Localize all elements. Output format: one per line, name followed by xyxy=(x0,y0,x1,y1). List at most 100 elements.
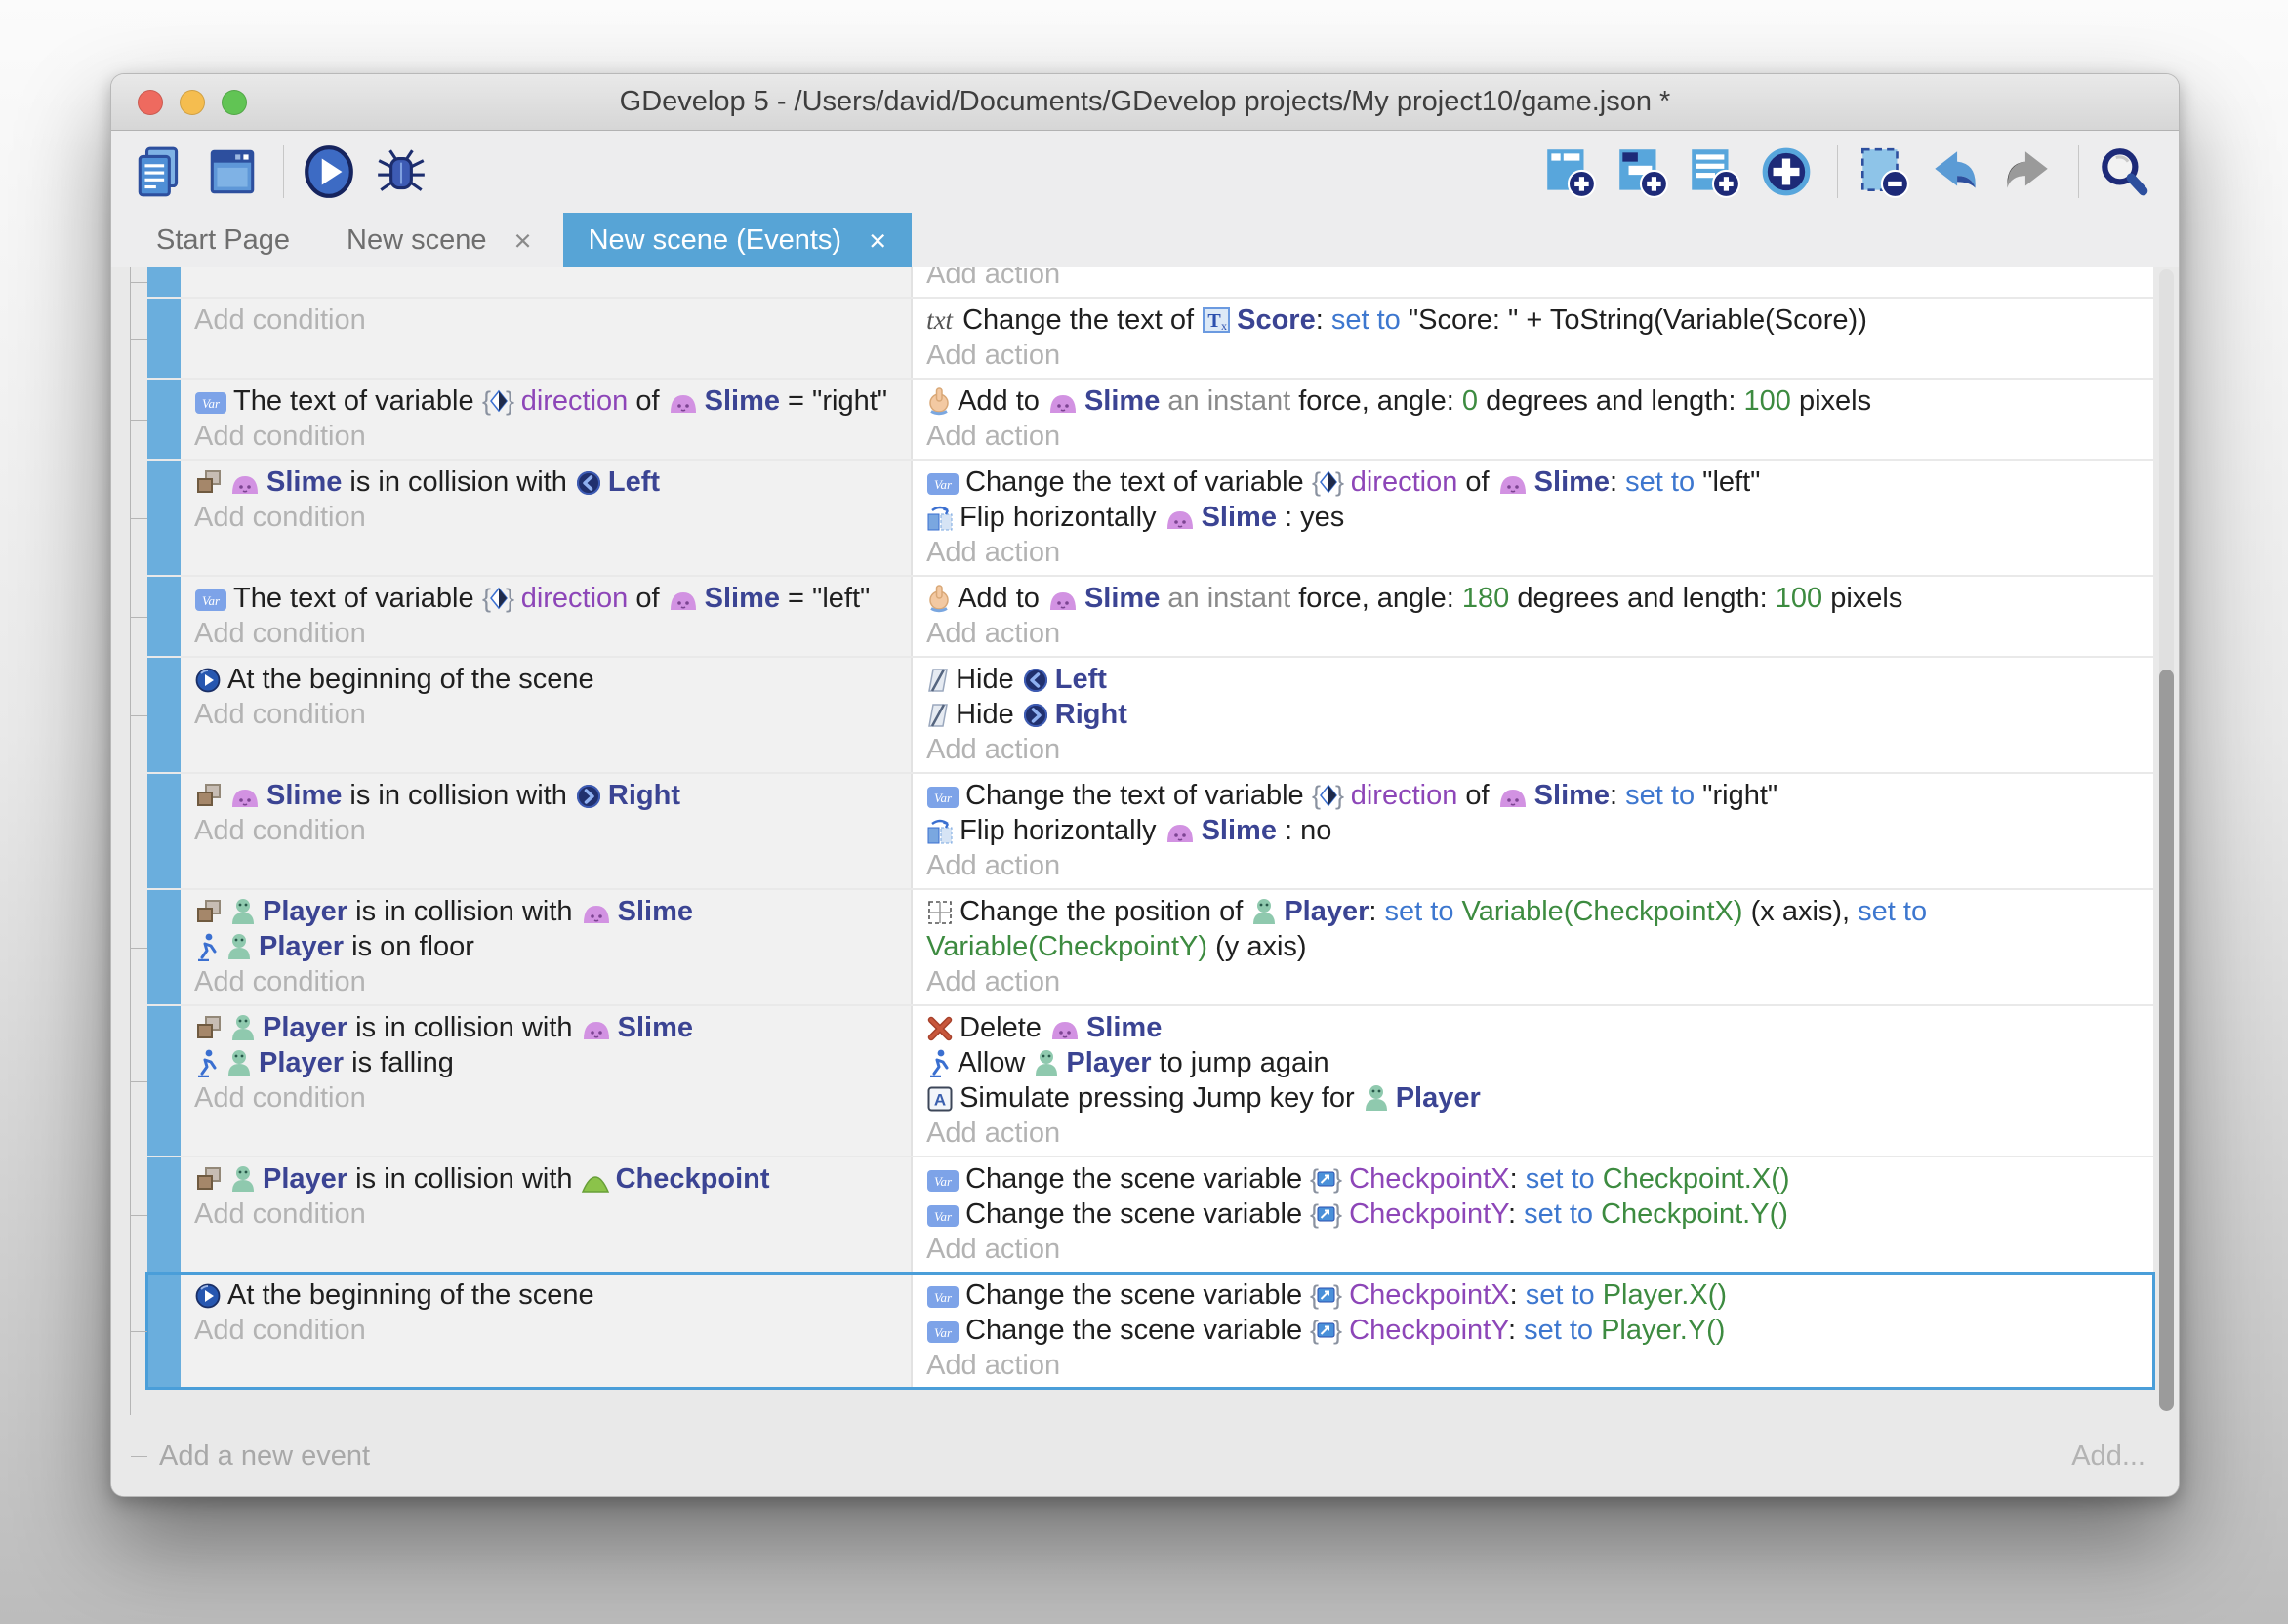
actions-cell[interactable]: Add to Slime an instant force, angle: 18… xyxy=(913,577,2153,656)
search-button[interactable] xyxy=(2096,141,2158,203)
tab-start-page[interactable]: Start Page xyxy=(131,213,315,267)
preview-button[interactable] xyxy=(301,141,363,203)
action-line[interactable]: Add to Slime an instant force, angle: 0 … xyxy=(926,384,2140,419)
add-subevent-button[interactable] xyxy=(1614,141,1676,203)
condition-line[interactable]: At the beginning of the scene xyxy=(194,1278,897,1313)
action-line[interactable]: Var Change the scene variable {} Checkpoin… xyxy=(926,1161,2140,1197)
project-manager-button[interactable] xyxy=(132,141,194,203)
actions-cell[interactable]: Delete Slime Allow Player to jump again A S… xyxy=(913,1006,2153,1156)
add-action-button[interactable]: Add action xyxy=(926,1234,1061,1265)
condition-line[interactable]: Var The text of variable {} direction of S… xyxy=(194,384,897,419)
undo-button[interactable] xyxy=(1927,141,1989,203)
action-line[interactable]: Hide Right xyxy=(926,697,2140,732)
action-line[interactable]: Hide Left xyxy=(926,662,2140,697)
close-icon[interactable]: × xyxy=(513,223,532,258)
event-drag-handle[interactable] xyxy=(147,1006,181,1156)
action-line[interactable]: Var Change the text of variable {} directi… xyxy=(926,778,2140,813)
add-action-button[interactable]: Add action xyxy=(926,966,1061,997)
action-line[interactable]: Change the position of Player: set to Va… xyxy=(926,894,2140,964)
add-action-button[interactable]: Add action xyxy=(926,1350,1061,1381)
scrollbar-track[interactable] xyxy=(2159,269,2174,1411)
add-condition-button[interactable]: Add condition xyxy=(194,1198,366,1230)
action-line[interactable]: Var Change the text of variable {} directi… xyxy=(926,465,2140,500)
add-action-button[interactable]: Add action xyxy=(926,421,1061,452)
delete-event-button[interactable] xyxy=(1855,141,1917,203)
redo-button[interactable] xyxy=(1999,141,2062,203)
actions-cell[interactable]: Var Change the scene variable {} Checkpoin… xyxy=(913,1274,2153,1388)
condition-line[interactable]: Player is in collision with Slime xyxy=(194,1010,897,1045)
add-new-event-button[interactable]: Add a new event xyxy=(131,1441,370,1473)
minimize-button[interactable] xyxy=(180,89,205,115)
scrollbar-thumb[interactable] xyxy=(2159,669,2174,1411)
actions-cell[interactable]: Var Change the scene variable {} Checkpoin… xyxy=(913,1157,2153,1272)
action-line[interactable]: Var Change the scene variable {} Checkpoin… xyxy=(926,1278,2140,1313)
event-drag-handle[interactable] xyxy=(147,658,181,772)
conditions-cell[interactable]: Player is in collision with Slime Player … xyxy=(181,890,914,1004)
condition-line[interactable]: Player is in collision with Checkpoint xyxy=(194,1161,897,1197)
add-condition-button[interactable]: Add condition xyxy=(194,699,366,730)
scene-editor-button[interactable] xyxy=(204,141,266,203)
add-action-button[interactable]: Add action xyxy=(926,734,1061,765)
close-button[interactable] xyxy=(138,89,163,115)
event-drag-handle[interactable] xyxy=(147,267,181,297)
action-line[interactable]: Add to Slime an instant force, angle: 18… xyxy=(926,581,2140,616)
condition-line[interactable]: Slime is in collision with Left xyxy=(194,465,897,500)
add-condition-button[interactable]: Add condition xyxy=(194,502,366,533)
add-button[interactable]: Add... xyxy=(2071,1440,2145,1472)
actions-cell[interactable]: Change the position of Player: set to Va… xyxy=(913,890,2153,1004)
debug-button[interactable] xyxy=(373,141,435,203)
tab-new-scene-events[interactable]: New scene (Events) × xyxy=(562,213,913,267)
add-condition-button[interactable]: Add condition xyxy=(194,815,366,846)
event-drag-handle[interactable] xyxy=(147,890,181,1004)
add-action-button[interactable]: Add action xyxy=(926,850,1061,881)
conditions-cell[interactable]: At the beginning of the scene Add conditi… xyxy=(181,658,914,772)
action-line[interactable]: A Simulate pressing Jump key for Player xyxy=(926,1080,2140,1116)
actions-cell[interactable]: Var Change the text of variable {} directi… xyxy=(913,774,2153,888)
event-drag-handle[interactable] xyxy=(147,774,181,888)
add-condition-button[interactable]: Add condition xyxy=(194,1315,366,1346)
actions-cell[interactable]: Var Change the text of variable {} directi… xyxy=(913,461,2153,575)
condition-line[interactable]: Var The text of variable {} direction of S… xyxy=(194,581,897,616)
action-line[interactable]: Delete Slime xyxy=(926,1010,2140,1045)
tab-new-scene[interactable]: New scene × xyxy=(321,213,557,267)
event-drag-handle[interactable] xyxy=(147,1274,181,1388)
conditions-cell[interactable]: Slime is in collision with Left Add condi… xyxy=(181,461,914,575)
event-drag-handle[interactable] xyxy=(147,380,181,459)
add-action-button[interactable]: Add action xyxy=(926,1117,1061,1149)
conditions-cell[interactable]: Var The text of variable {} direction of S… xyxy=(181,380,914,459)
actions-cell[interactable]: Hide Left Hide Right Add action xyxy=(913,658,2153,772)
conditions-cell[interactable]: Player is in collision with Checkpoint Ad… xyxy=(181,1157,914,1272)
event-drag-handle[interactable] xyxy=(147,299,181,378)
add-condition-button[interactable]: Add condition xyxy=(194,1082,366,1114)
add-comment-button[interactable] xyxy=(1686,141,1748,203)
add-condition-button[interactable]: Add condition xyxy=(194,966,366,997)
actions-cell[interactable]: Add action xyxy=(913,267,2153,297)
condition-line[interactable]: Player is on floor xyxy=(194,929,897,964)
add-action-button[interactable]: Add action xyxy=(926,340,1061,371)
conditions-cell[interactable]: Player is in collision with Slime Player … xyxy=(181,1006,914,1156)
conditions-cell[interactable] xyxy=(181,267,914,297)
conditions-cell[interactable]: Add condition xyxy=(181,299,914,378)
event-drag-handle[interactable] xyxy=(147,1157,181,1272)
condition-line[interactable]: Player is in collision with Slime xyxy=(194,894,897,929)
add-event-button[interactable] xyxy=(1541,141,1604,203)
add-condition-button[interactable]: Add condition xyxy=(194,421,366,452)
event-drag-handle[interactable] xyxy=(147,577,181,656)
action-line[interactable]: Allow Player to jump again xyxy=(926,1045,2140,1080)
event-drag-handle[interactable] xyxy=(147,461,181,575)
conditions-cell[interactable]: Slime is in collision with Right Add cond… xyxy=(181,774,914,888)
add-action-button[interactable]: Add action xyxy=(926,267,1061,290)
conditions-cell[interactable]: Var The text of variable {} direction of S… xyxy=(181,577,914,656)
add-more-button[interactable] xyxy=(1758,141,1820,203)
actions-cell[interactable]: Add to Slime an instant force, angle: 0 … xyxy=(913,380,2153,459)
action-line[interactable]: Var Change the scene variable {} Checkpoin… xyxy=(926,1197,2140,1232)
action-line[interactable]: Var Change the scene variable {} Checkpoin… xyxy=(926,1313,2140,1348)
condition-line[interactable]: At the beginning of the scene xyxy=(194,662,897,697)
close-icon[interactable]: × xyxy=(869,223,887,258)
add-condition-button[interactable]: Add condition xyxy=(194,618,366,649)
add-condition-button[interactable]: Add condition xyxy=(194,304,366,336)
action-line[interactable]: Flip horizontally Slime : no xyxy=(926,813,2140,848)
conditions-cell[interactable]: At the beginning of the scene Add conditi… xyxy=(181,1274,914,1388)
